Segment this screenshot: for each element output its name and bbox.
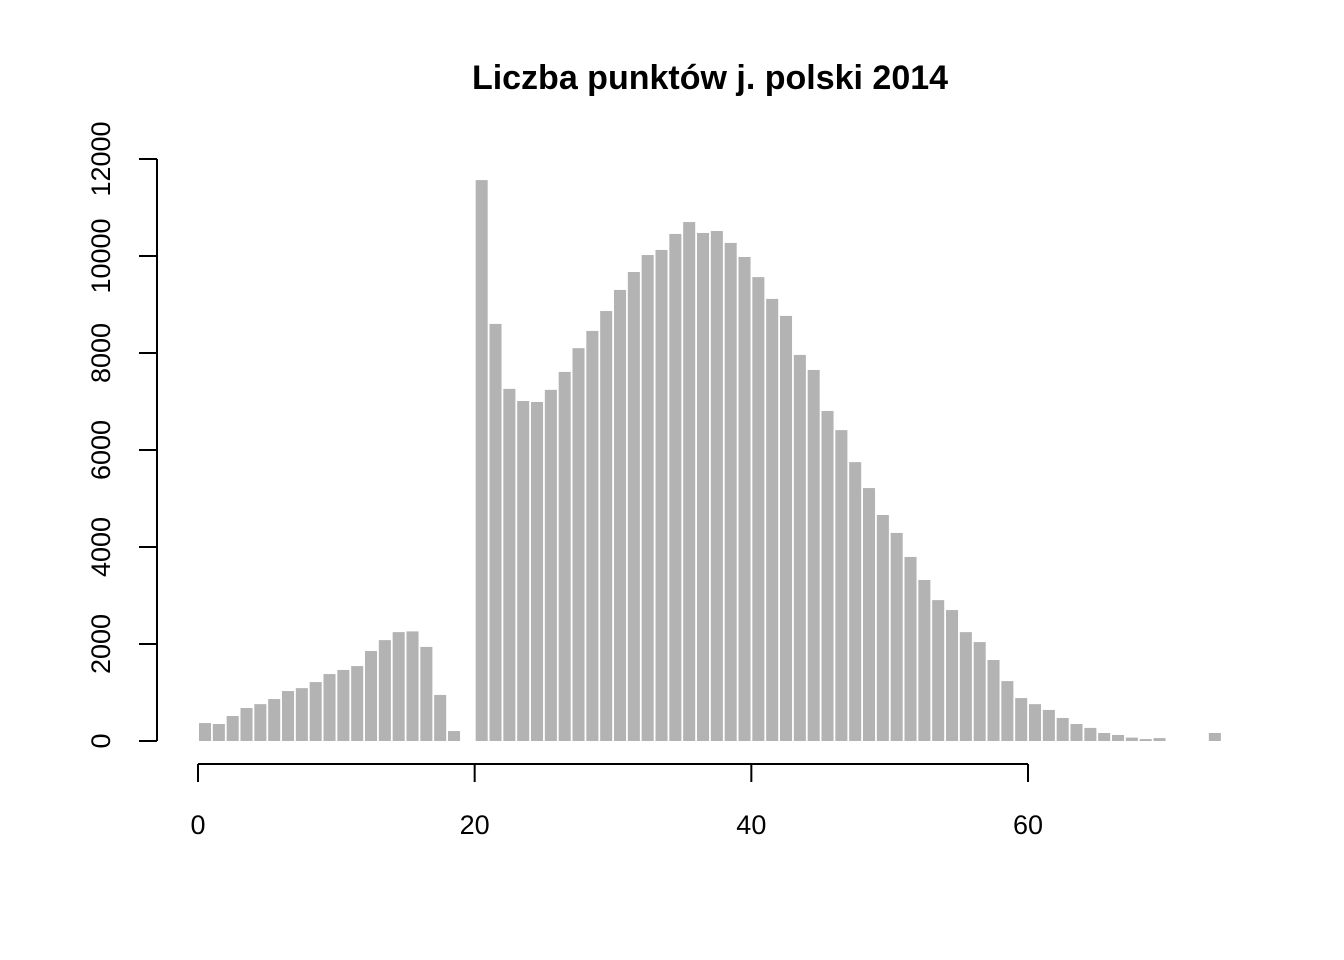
- bar: [531, 401, 544, 741]
- bar: [904, 556, 917, 741]
- bar: [282, 691, 295, 741]
- bar: [738, 256, 751, 741]
- bar: [1153, 738, 1166, 741]
- bar: [876, 514, 889, 741]
- y-tick-label: 0: [86, 733, 116, 748]
- bar: [835, 430, 848, 741]
- bar: [558, 371, 571, 741]
- bar: [365, 651, 378, 741]
- bar: [489, 323, 502, 741]
- bar: [199, 723, 212, 741]
- bar: [1070, 724, 1083, 741]
- x-tick-label: 20: [460, 810, 490, 840]
- bar: [309, 682, 322, 741]
- bar: [254, 704, 267, 741]
- y-tick-label: 2000: [86, 614, 116, 674]
- bar: [544, 389, 557, 741]
- bar: [406, 631, 419, 741]
- bar: [1042, 709, 1055, 741]
- bar: [1112, 734, 1125, 741]
- bar: [752, 277, 765, 741]
- x-tick-label: 0: [190, 810, 205, 840]
- bar: [420, 646, 433, 741]
- bar: [697, 232, 710, 741]
- bar: [1208, 732, 1221, 741]
- bar: [849, 462, 862, 741]
- bar: [780, 315, 793, 741]
- y-tick-label: 8000: [86, 323, 116, 383]
- bar: [240, 708, 253, 741]
- bar: [1084, 727, 1097, 741]
- bar: [821, 410, 834, 741]
- bar: [392, 632, 405, 741]
- y-tick-label: 12000: [86, 121, 116, 196]
- bar: [337, 669, 350, 741]
- bar: [475, 180, 488, 741]
- bar: [351, 666, 364, 741]
- bar: [946, 610, 959, 741]
- bar: [212, 724, 225, 741]
- bar: [503, 388, 516, 741]
- bar: [683, 222, 696, 742]
- bar: [973, 642, 986, 741]
- x-tick-label: 40: [736, 810, 766, 840]
- bar: [641, 255, 654, 741]
- bar: [710, 231, 723, 741]
- bar: [323, 674, 336, 741]
- bar: [1056, 717, 1069, 741]
- bar: [987, 660, 1000, 741]
- bar: [890, 532, 903, 741]
- bar: [295, 688, 308, 741]
- chart-title: Liczba punktów j. polski 2014: [472, 59, 948, 97]
- bar: [807, 369, 820, 741]
- bar: [669, 233, 682, 741]
- bar: [918, 579, 931, 741]
- bar: [1029, 704, 1042, 741]
- x-tick-label: 60: [1013, 810, 1043, 840]
- bar: [1125, 737, 1138, 741]
- bar: [268, 699, 281, 741]
- bar: [517, 401, 530, 741]
- bar: [1001, 681, 1014, 741]
- bar: [378, 640, 391, 741]
- y-tick-label: 4000: [86, 517, 116, 577]
- bar: [600, 311, 613, 741]
- bar: [766, 298, 779, 741]
- bar: [1015, 698, 1028, 741]
- bar: [572, 348, 585, 741]
- bar: [614, 289, 627, 741]
- bar: [1098, 732, 1111, 741]
- bar: [448, 731, 461, 741]
- y-tick-label: 10000: [86, 218, 116, 293]
- bar: [863, 488, 876, 741]
- bar: [655, 249, 668, 741]
- bar: [226, 716, 239, 741]
- bar: [1139, 739, 1152, 741]
- bar: [434, 694, 447, 741]
- bar: [932, 600, 945, 741]
- y-tick-label: 6000: [86, 420, 116, 480]
- bar: [959, 632, 972, 741]
- bar: [586, 330, 599, 741]
- bar: [793, 354, 806, 741]
- bar: [724, 242, 737, 741]
- bar: [627, 272, 640, 741]
